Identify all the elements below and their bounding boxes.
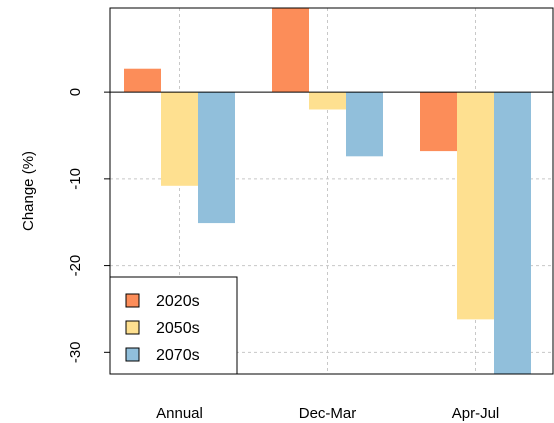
bars [124, 8, 531, 374]
bar-2020s-Apr-Jul [420, 92, 457, 152]
legend-label-2070s: 2070s [156, 347, 200, 364]
bar-2050s-Annual [161, 92, 198, 186]
y-tick-label: -20 [67, 255, 84, 277]
y-tick-label: 0 [67, 88, 84, 96]
y-tick-label: -30 [67, 341, 84, 363]
bar-2020s-Dec-Mar [272, 8, 309, 93]
legend-label-2020s: 2020s [156, 293, 200, 310]
y-axis-label: Change (%) [20, 151, 37, 231]
x-axis: Annual Dec-Mar Apr-Jul [156, 405, 499, 422]
x-tick-label: Apr-Jul [452, 405, 500, 422]
y-tick-label: -10 [67, 168, 84, 190]
bar-2050s-Apr-Jul [457, 92, 494, 320]
plot-frame [109, 7, 554, 375]
legend-swatch-2020s [125, 293, 140, 308]
legend-swatch-2050s [125, 320, 140, 335]
legend: 2020s 2050s 2070s [109, 276, 238, 375]
bar-2070s-Apr-Jul [494, 92, 531, 374]
x-tick-label: Annual [156, 405, 203, 422]
bar-2050s-Dec-Mar [309, 92, 346, 110]
bar-2070s-Annual [198, 92, 235, 224]
bar-2020s-Annual [124, 68, 161, 93]
y-axis: 0 -10 -20 -30 [67, 88, 110, 363]
bar-2070s-Dec-Mar [346, 92, 383, 157]
x-tick-label: Dec-Mar [299, 405, 357, 422]
legend-label-2050s: 2050s [156, 320, 200, 337]
legend-swatch-2070s [125, 347, 140, 362]
